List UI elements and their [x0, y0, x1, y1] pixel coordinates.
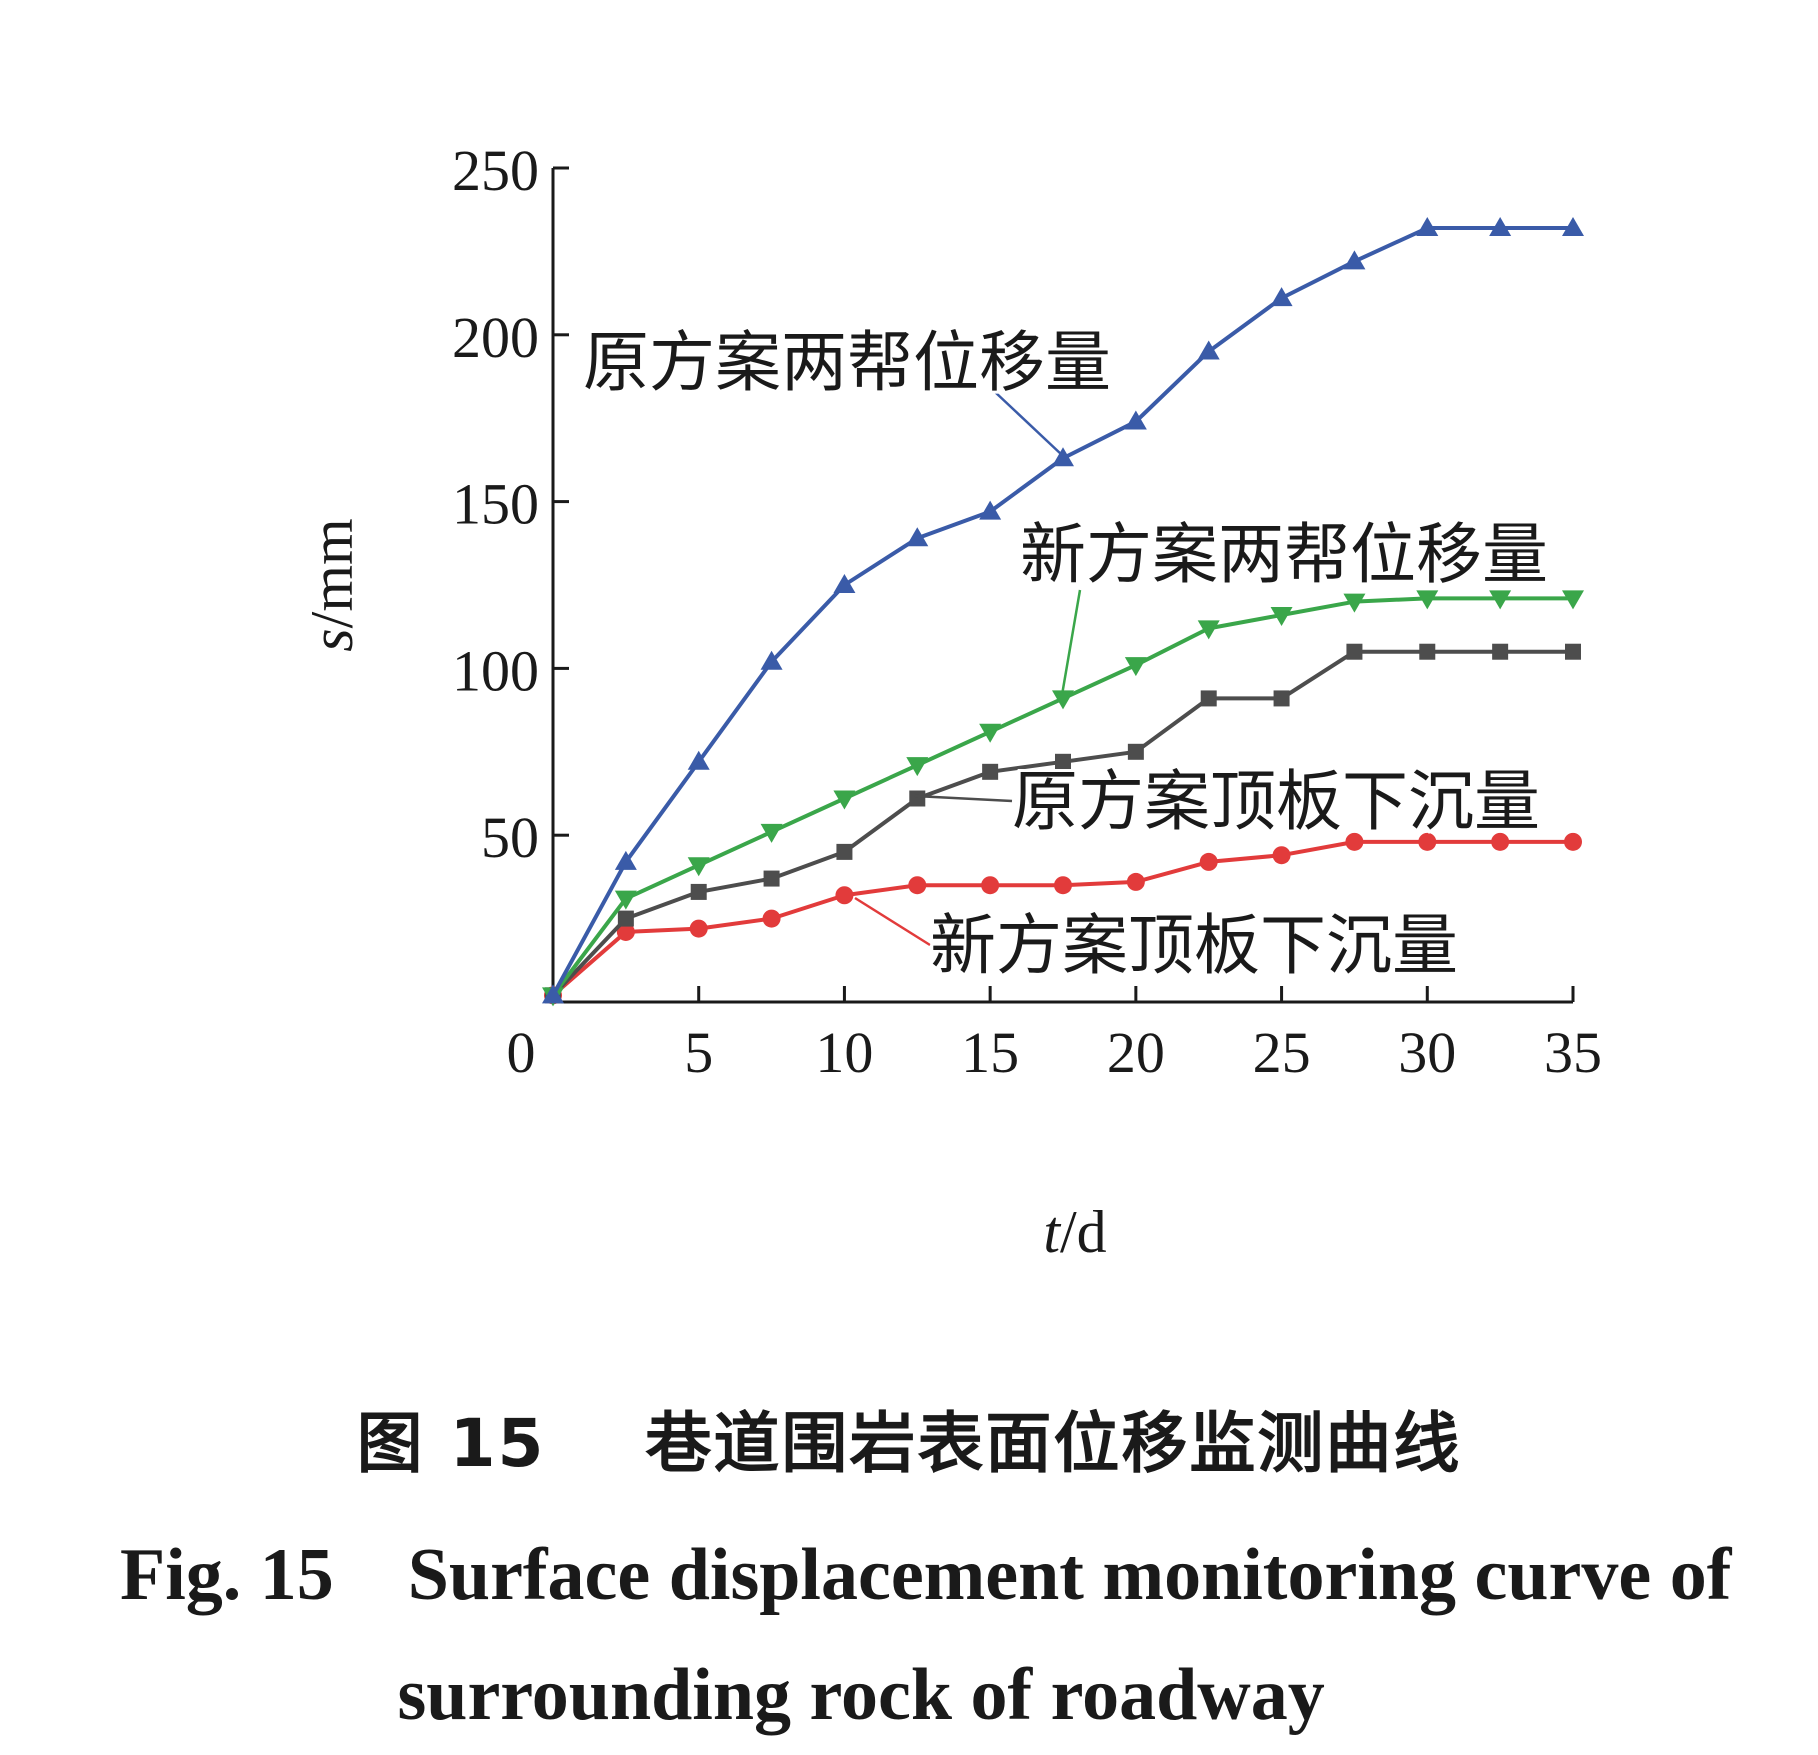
- annotation-label: 原方案两帮位移量: [583, 324, 1111, 401]
- data-point: [1343, 250, 1366, 270]
- y-tick-label: 200: [452, 305, 539, 370]
- data-point: [1562, 590, 1584, 610]
- series-3: [545, 643, 1581, 1004]
- data-point: [1126, 872, 1145, 891]
- data-point: [908, 876, 927, 895]
- data-point: [1273, 690, 1290, 707]
- data-point: [760, 650, 783, 670]
- data-point: [1489, 590, 1512, 610]
- data-point: [763, 870, 780, 887]
- data-point: [1272, 846, 1291, 865]
- data-point: [1416, 217, 1439, 237]
- data-point: [687, 750, 710, 770]
- y-tick-label: 100: [452, 638, 539, 703]
- data-point: [1562, 217, 1584, 237]
- y-axis-label: s/mm: [299, 518, 365, 651]
- data-point: [1564, 832, 1582, 851]
- data-point: [617, 910, 634, 927]
- data-point: [1127, 743, 1144, 760]
- data-point: [1270, 607, 1293, 627]
- data-point: [833, 574, 856, 593]
- annotation-leader: [854, 896, 931, 947]
- data-point: [979, 723, 1002, 743]
- data-point: [835, 886, 854, 905]
- data-point: [1054, 876, 1072, 895]
- figure-caption-english: Fig. 15 Surface displacement monitoring …: [120, 1534, 1732, 1736]
- data-point: [690, 883, 707, 900]
- data-point: [1343, 593, 1366, 613]
- data-point: [1346, 643, 1363, 660]
- data-point: [1052, 690, 1074, 710]
- data-point: [1197, 620, 1220, 640]
- data-point: [760, 823, 783, 843]
- data-point: [542, 984, 564, 1004]
- data-point: [689, 919, 708, 938]
- x-tick-label: 35: [1544, 1020, 1602, 1085]
- x-tick-label: 25: [1253, 1020, 1311, 1085]
- series-1: [542, 217, 1584, 1004]
- data-point: [1419, 643, 1436, 660]
- series-layer: [542, 217, 1584, 1007]
- data-point: [982, 763, 999, 780]
- data-point: [1492, 643, 1509, 660]
- y-tick-label: 250: [452, 138, 539, 203]
- data-point: [616, 922, 635, 941]
- data-point: [1270, 287, 1293, 307]
- data-point: [687, 857, 710, 877]
- data-point: [979, 500, 1002, 520]
- data-point: [1489, 217, 1512, 237]
- figure-caption-chinese: 图 15 巷道围岩表面位移监测曲线: [356, 1405, 1462, 1482]
- data-point: [1418, 832, 1437, 851]
- axes: 50 100 150 200 250 0 5 10 15 20 25 30 35 t/d s/mm: [299, 138, 1602, 1265]
- data-point: [1124, 657, 1147, 677]
- annotation-label: 新方案两帮位移量: [1020, 516, 1548, 593]
- data-point: [1197, 340, 1220, 360]
- y-tick-label: 150: [452, 472, 539, 537]
- series-4: [544, 832, 1582, 1005]
- data-point: [833, 790, 856, 810]
- data-point: [1565, 643, 1581, 660]
- data-point: [981, 876, 1000, 895]
- data-point: [1200, 690, 1217, 707]
- data-point: [1124, 410, 1147, 430]
- x-tick-label: 20: [1107, 1020, 1165, 1085]
- data-point: [762, 909, 781, 928]
- annotation-leader: [994, 391, 1063, 456]
- data-point: [614, 850, 637, 870]
- data-point: [1345, 832, 1364, 851]
- y-tick-label: 50: [481, 805, 539, 870]
- data-point: [909, 790, 926, 807]
- x-tick-label: 0: [507, 1020, 536, 1085]
- x-axis-label: t/d: [1043, 1199, 1106, 1265]
- annotation-label: 原方案顶板下沉量: [1012, 763, 1540, 840]
- x-tick-label: 10: [815, 1020, 873, 1085]
- data-point: [1491, 832, 1510, 851]
- x-tick-label: 5: [684, 1020, 713, 1085]
- data-point: [1416, 590, 1439, 610]
- data-point: [906, 757, 929, 777]
- data-point: [1052, 447, 1074, 467]
- annotation-leader: [1060, 589, 1082, 696]
- data-point: [1199, 852, 1218, 871]
- data-point: [1055, 753, 1071, 770]
- data-point: [614, 890, 637, 910]
- data-point: [836, 843, 853, 860]
- x-tick-label: 30: [1398, 1020, 1456, 1085]
- chart-svg: 50 100 150 200 250 0 5 10 15 20 25 30 35 t/d s/mm 原方案两…: [299, 138, 1602, 1265]
- data-point: [906, 527, 929, 547]
- series-2: [542, 590, 1584, 1007]
- annotation-label: 新方案顶板下沉量: [930, 907, 1458, 984]
- x-tick-label: 15: [961, 1020, 1019, 1085]
- annotation-leader: [914, 794, 1013, 803]
